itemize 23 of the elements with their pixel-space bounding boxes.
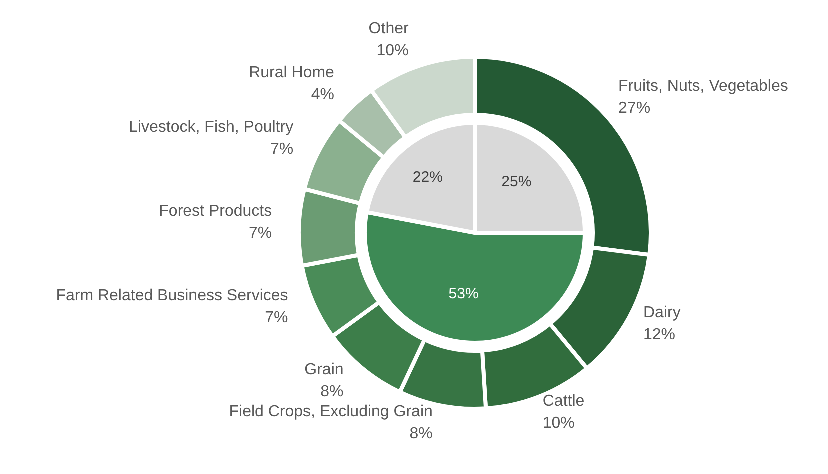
slice-label: Dairy <box>644 304 681 322</box>
data-label: 53% <box>448 286 479 303</box>
slice-label: Rural Home <box>249 64 335 82</box>
data-label: 7% <box>248 224 272 242</box>
slice-label: Forest Products <box>159 202 272 220</box>
data-label: 27% <box>618 100 651 118</box>
slice-label: Field Crops, Excluding Grain <box>229 403 433 420</box>
slice-label: Livestock, Fish, Poultry <box>129 119 294 136</box>
slice-label: Farm Related Business Services <box>56 288 288 305</box>
slice-label: Cattle <box>542 393 585 410</box>
data-label: 8% <box>410 425 433 442</box>
data-label: 7% <box>265 310 288 327</box>
data-label: 7% <box>270 141 294 158</box>
data-label: 8% <box>320 384 344 401</box>
slice-label: Other <box>368 20 410 38</box>
slice-label: Fruits, Nuts, Vegetables <box>618 78 788 96</box>
data-label: 10% <box>542 415 575 432</box>
data-label: 22% <box>412 169 443 186</box>
data-label: 12% <box>644 326 676 344</box>
slice-label: Grain <box>304 362 344 379</box>
data-label: 25% <box>502 173 532 190</box>
data-label: 4% <box>311 86 334 104</box>
data-label: 10% <box>376 42 409 60</box>
